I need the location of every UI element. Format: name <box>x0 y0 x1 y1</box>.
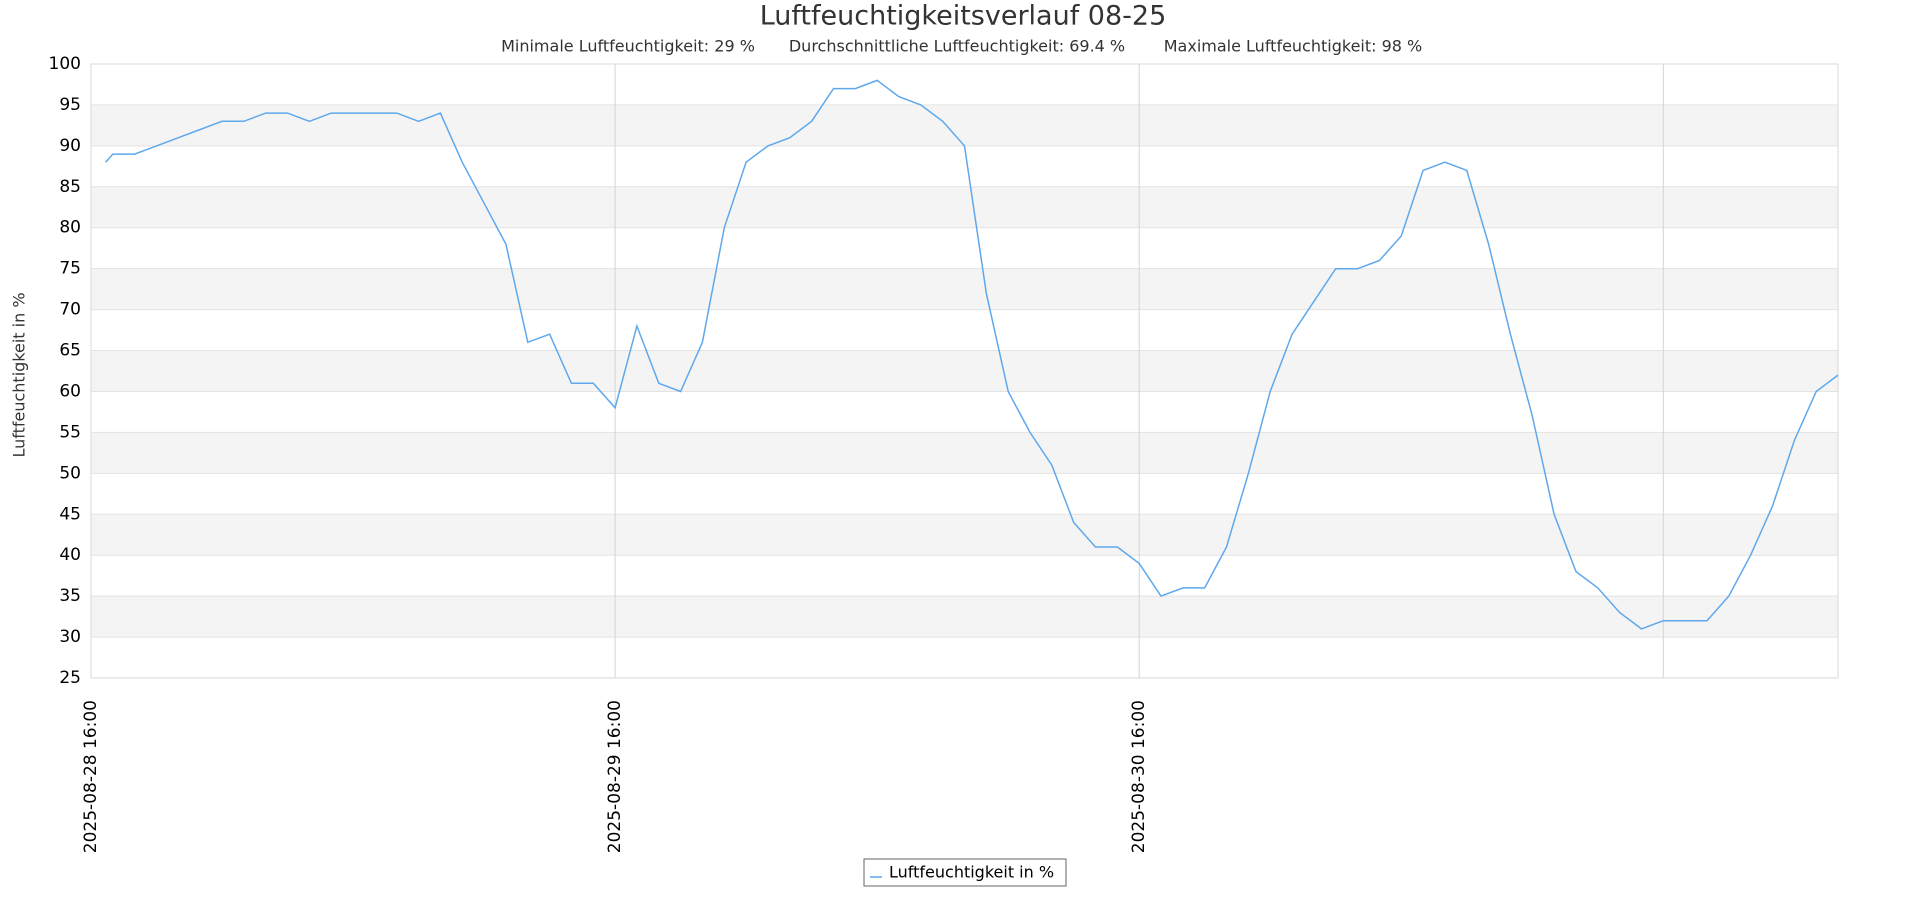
grid-band <box>91 350 1838 392</box>
y-tick-label: 30 <box>59 627 81 647</box>
grid-band <box>91 104 1838 146</box>
legend-label: Luftfeuchtigkeit in % <box>889 863 1054 882</box>
y-axis-label: Luftfeuchtigkeit in % <box>10 292 29 457</box>
grid-band <box>91 596 1838 638</box>
y-tick-label: 75 <box>59 259 81 279</box>
plot-border <box>90 63 1839 679</box>
grid-band <box>91 186 1838 228</box>
subtitle: Minimale Luftfeuchtigkeit: 29 % <box>501 37 755 56</box>
chart-title: Luftfeuchtigkeitsverlauf 08-25 <box>760 1 1167 32</box>
y-tick-label: 65 <box>59 341 81 361</box>
grid-band <box>91 514 1838 556</box>
x-tick-label: 2025-08-30 16:00 <box>1129 700 1149 853</box>
subtitle: Maximale Luftfeuchtigkeit: 98 % <box>1164 37 1423 56</box>
y-tick-label: 45 <box>59 504 81 524</box>
y-tick-label: 100 <box>49 54 81 74</box>
series-line <box>105 79 1839 630</box>
y-tick-label: 25 <box>59 668 81 688</box>
y-tick-label: 80 <box>59 218 81 238</box>
subtitle: Durchschnittliche Luftfeuchtigkeit: 69.4… <box>789 37 1125 56</box>
y-tick-label: 60 <box>59 381 81 401</box>
y-tick-label: 90 <box>59 136 81 156</box>
y-tick-label: 85 <box>59 177 81 197</box>
x-tick-label: 2025-08-28 16:00 <box>81 700 101 853</box>
x-tick-label: 2025-08-29 16:00 <box>605 700 625 853</box>
y-tick-label: 50 <box>59 463 81 483</box>
y-tick-label: 35 <box>59 586 81 606</box>
grid-band <box>91 268 1838 310</box>
y-tick-label: 55 <box>59 422 81 442</box>
grid-band <box>91 432 1838 474</box>
y-tick-label: 70 <box>59 300 81 320</box>
legend-box <box>863 858 1067 887</box>
y-tick-label: 95 <box>59 95 81 115</box>
y-tick-label: 40 <box>59 545 81 565</box>
